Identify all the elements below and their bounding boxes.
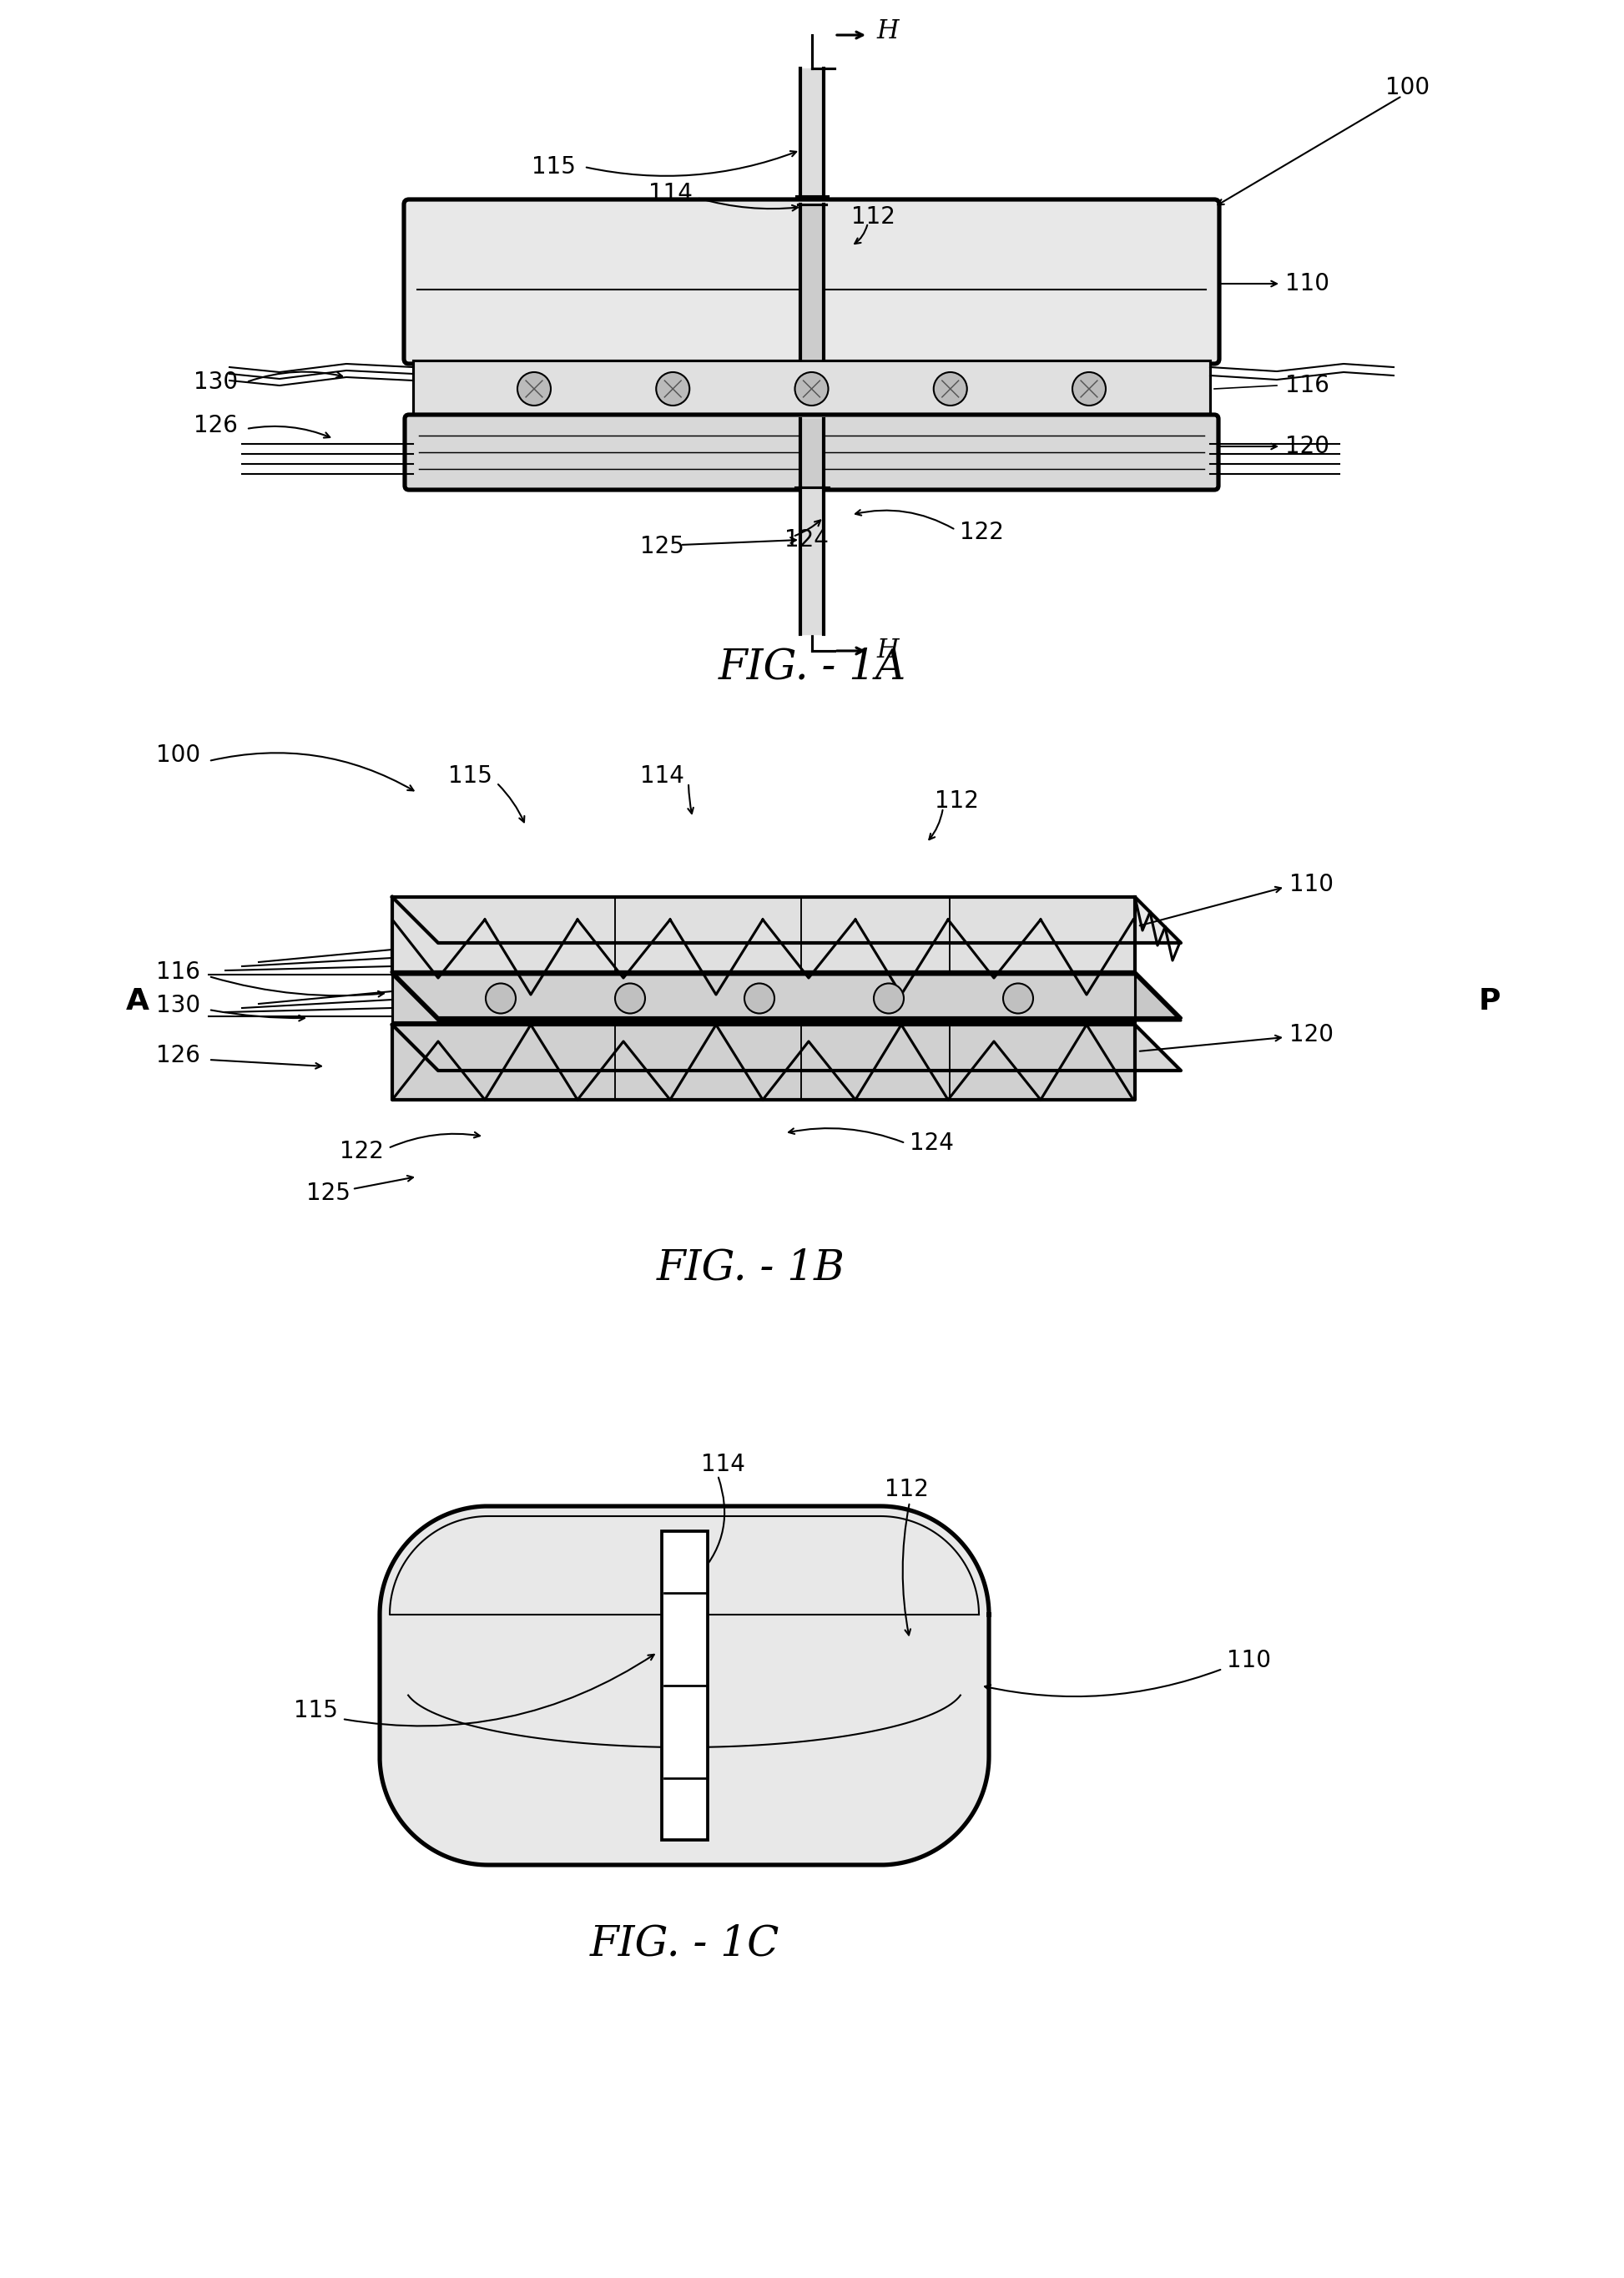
Circle shape xyxy=(934,371,966,405)
Circle shape xyxy=(874,984,905,1014)
Text: A: A xyxy=(127,986,149,1016)
Text: 112: 112 xyxy=(885,1478,929,1501)
Polygon shape xyxy=(393,973,1181,1018)
Text: 120: 120 xyxy=(1285,435,1330,458)
Circle shape xyxy=(1072,371,1106,405)
Bar xyxy=(663,1531,708,1841)
Text: 116: 116 xyxy=(156,961,200,984)
FancyBboxPatch shape xyxy=(404,415,1218,490)
Circle shape xyxy=(486,984,516,1014)
Text: 112: 112 xyxy=(851,205,895,228)
Text: 110: 110 xyxy=(1285,271,1330,296)
Text: 110: 110 xyxy=(1226,1649,1272,1672)
Polygon shape xyxy=(393,898,1181,943)
Text: 124: 124 xyxy=(784,528,828,551)
Text: 120: 120 xyxy=(1289,1023,1333,1046)
Circle shape xyxy=(744,984,775,1014)
Text: 115: 115 xyxy=(294,1699,338,1722)
Text: 100: 100 xyxy=(1385,75,1429,100)
Polygon shape xyxy=(393,898,1135,973)
Text: 114: 114 xyxy=(640,765,684,788)
Polygon shape xyxy=(393,1025,1181,1071)
Text: H: H xyxy=(877,638,898,663)
Text: 126: 126 xyxy=(156,1043,200,1066)
Text: FIG. - 1B: FIG. - 1B xyxy=(656,1248,846,1289)
Circle shape xyxy=(794,371,828,405)
Text: FIG. - 1C: FIG. - 1C xyxy=(590,1923,780,1966)
Text: 125: 125 xyxy=(640,535,684,558)
Text: H: H xyxy=(877,18,898,43)
Polygon shape xyxy=(393,975,1181,1021)
Text: 125: 125 xyxy=(307,1182,351,1205)
FancyBboxPatch shape xyxy=(404,200,1220,364)
Text: 114: 114 xyxy=(702,1453,745,1476)
Text: 122: 122 xyxy=(339,1139,383,1164)
Text: 122: 122 xyxy=(960,522,1004,544)
Text: P: P xyxy=(1478,986,1501,1016)
Text: 126: 126 xyxy=(193,415,237,437)
Circle shape xyxy=(656,371,690,405)
Circle shape xyxy=(615,984,645,1014)
Polygon shape xyxy=(393,975,1135,1023)
Text: FIG. - 1A: FIG. - 1A xyxy=(718,647,906,688)
Text: 110: 110 xyxy=(1289,872,1333,895)
Text: 116: 116 xyxy=(1285,374,1330,396)
Text: 115: 115 xyxy=(531,155,577,178)
Text: 124: 124 xyxy=(909,1132,953,1155)
Text: 100: 100 xyxy=(156,743,200,768)
Bar xyxy=(412,360,1210,417)
Polygon shape xyxy=(380,1506,989,1866)
Text: 130: 130 xyxy=(193,371,237,394)
Polygon shape xyxy=(393,1025,1135,1100)
Text: 115: 115 xyxy=(448,765,492,788)
Text: 114: 114 xyxy=(648,182,693,205)
Circle shape xyxy=(518,371,551,405)
Circle shape xyxy=(1004,984,1033,1014)
Text: 130: 130 xyxy=(156,993,200,1018)
Text: 112: 112 xyxy=(935,790,979,813)
